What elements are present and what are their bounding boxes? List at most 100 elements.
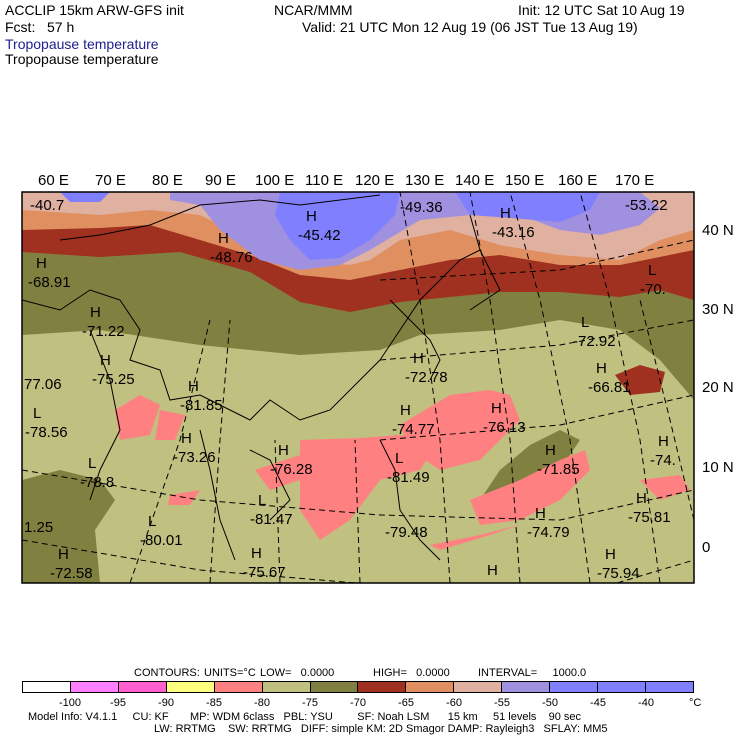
high-marker: H [658, 433, 669, 450]
high-marker: H [36, 255, 47, 272]
lon-label: 120 E [355, 172, 394, 189]
extremum-value: -68.91 [28, 274, 71, 291]
extremum-value: -72.92 [573, 333, 616, 350]
low-marker: L [258, 492, 266, 509]
lat-label: 30 N [702, 301, 734, 318]
valid-time: Valid: 21 UTC Mon 12 Aug 19 (06 JST Tue … [302, 19, 638, 35]
model-title: ACCLIP 15km ARW-GFS init [5, 2, 184, 18]
extremum-value: -49.36 [400, 199, 443, 216]
high-marker: H [90, 304, 101, 321]
init-time: Init: 12 UTC Sat 10 Aug 19 [518, 2, 685, 18]
high-marker: H [306, 208, 317, 225]
org-label: NCAR/MMM [274, 2, 353, 18]
high-marker: H [100, 352, 111, 369]
field-title-contour: Tropopause temperature [5, 51, 159, 67]
colorbar-swatch [597, 682, 645, 692]
extremum-value: 77.06 [24, 376, 62, 393]
lat-label: 0 [702, 539, 710, 556]
lon-label: 170 E [615, 172, 654, 189]
extremum-value: -78.56 [25, 424, 68, 441]
colorbar-label: -50 [542, 697, 558, 709]
high-marker: H [605, 546, 616, 563]
low-marker: L [648, 262, 656, 279]
high-label: HIGH= 0.0000 [373, 667, 450, 679]
lon-label: 100 E [255, 172, 294, 189]
units-label: UNITS=°C [204, 667, 256, 679]
high-marker: H [58, 546, 69, 563]
colorbar-swatch [549, 682, 598, 692]
extremum-value: -53.22 [625, 197, 668, 214]
colorbar-swatch [405, 682, 454, 692]
low-marker: L [395, 450, 403, 467]
extremum-value: -81.85 [180, 397, 223, 414]
extremum-value: -81.47 [250, 511, 293, 528]
extremum-value: -75.81 [628, 509, 671, 526]
high-marker: H [535, 505, 546, 522]
high-marker: H [636, 490, 647, 507]
extremum-value: -79.48 [385, 524, 428, 541]
colorbar-label: -100 [58, 697, 82, 709]
high-marker: H [491, 400, 502, 417]
extremum-value: -81.49 [387, 469, 430, 486]
extremum-value: -74.77 [392, 421, 435, 438]
forecast-hour: Fcst: 57 h [5, 19, 75, 35]
band-minus65-70-blob [615, 365, 665, 395]
colorbar-swatch [261, 682, 310, 692]
high-marker: H [487, 562, 498, 579]
low-marker: L [33, 405, 41, 422]
high-marker: H [545, 442, 556, 459]
high-marker: H [500, 205, 511, 222]
extremum-value: -75.67 [243, 564, 286, 581]
lon-label: 140 E [455, 172, 494, 189]
extremum-value: -80.01 [140, 532, 183, 549]
lon-label: 90 E [205, 172, 236, 189]
low-marker: L [581, 314, 589, 331]
colorbar-swatch [357, 682, 406, 692]
extremum-value: -71.22 [82, 323, 125, 340]
colorbar-swatch [23, 682, 70, 692]
extremum-value: -66.81 [588, 379, 631, 396]
lon-label: 150 E [505, 172, 544, 189]
colorbar-label: -70 [350, 697, 366, 709]
high-marker: H [278, 442, 289, 459]
colorbar-label: -40 [638, 697, 654, 709]
extremum-value: 1.25 [24, 519, 53, 536]
extremum-value: -45.42 [298, 227, 341, 244]
colorbar-swatch [213, 682, 262, 692]
extremum-value: -74.79 [527, 524, 570, 541]
high-marker: H [188, 378, 199, 395]
high-marker: H [251, 545, 262, 562]
colorbar-swatch [453, 682, 502, 692]
colorbar-label: -80 [254, 697, 270, 709]
extremum-value: -75.25 [92, 371, 135, 388]
colorbar-swatch [165, 682, 214, 692]
lon-label: 70 E [95, 172, 126, 189]
band-minus80-85 [115, 390, 690, 550]
high-marker: H [400, 402, 411, 419]
extremum-value: -73.26 [173, 449, 216, 466]
lat-label: 10 N [702, 459, 734, 476]
lat-label: 20 N [702, 379, 734, 396]
colorbar-swatch [501, 682, 550, 692]
low-label: LOW= 0.0000 [260, 667, 335, 679]
colorbar-label: -90 [158, 697, 174, 709]
lon-label: 110 E [305, 172, 343, 189]
coastlines [22, 194, 501, 561]
grid-lines [22, 192, 694, 583]
colorbar-label: -85 [206, 697, 222, 709]
model-info-line2: LW: RRTMG SW: RRTMG DIFF: simple KM: 2D … [154, 723, 608, 735]
extremum-value: -78.8 [80, 474, 114, 491]
longitude-labels: 60 E 70 E 80 E 90 E 100 E 110 E 120 E 130 E 140 … [38, 172, 654, 189]
extremum-value: -48.76 [210, 249, 253, 266]
extremum-value: -76.28 [270, 461, 313, 478]
field-title-shaded: Tropopause temperature [5, 36, 159, 52]
colorbar-label: -60 [446, 697, 462, 709]
colorbar-swatch [309, 682, 358, 692]
lat-label: 40 N [702, 222, 734, 239]
band-minus45-50-east [455, 192, 600, 222]
model-info-line1: Model Info: V4.1.1 CU: KF MP: WDM 6class… [28, 711, 582, 723]
colorbar-label: -55 [494, 697, 510, 709]
